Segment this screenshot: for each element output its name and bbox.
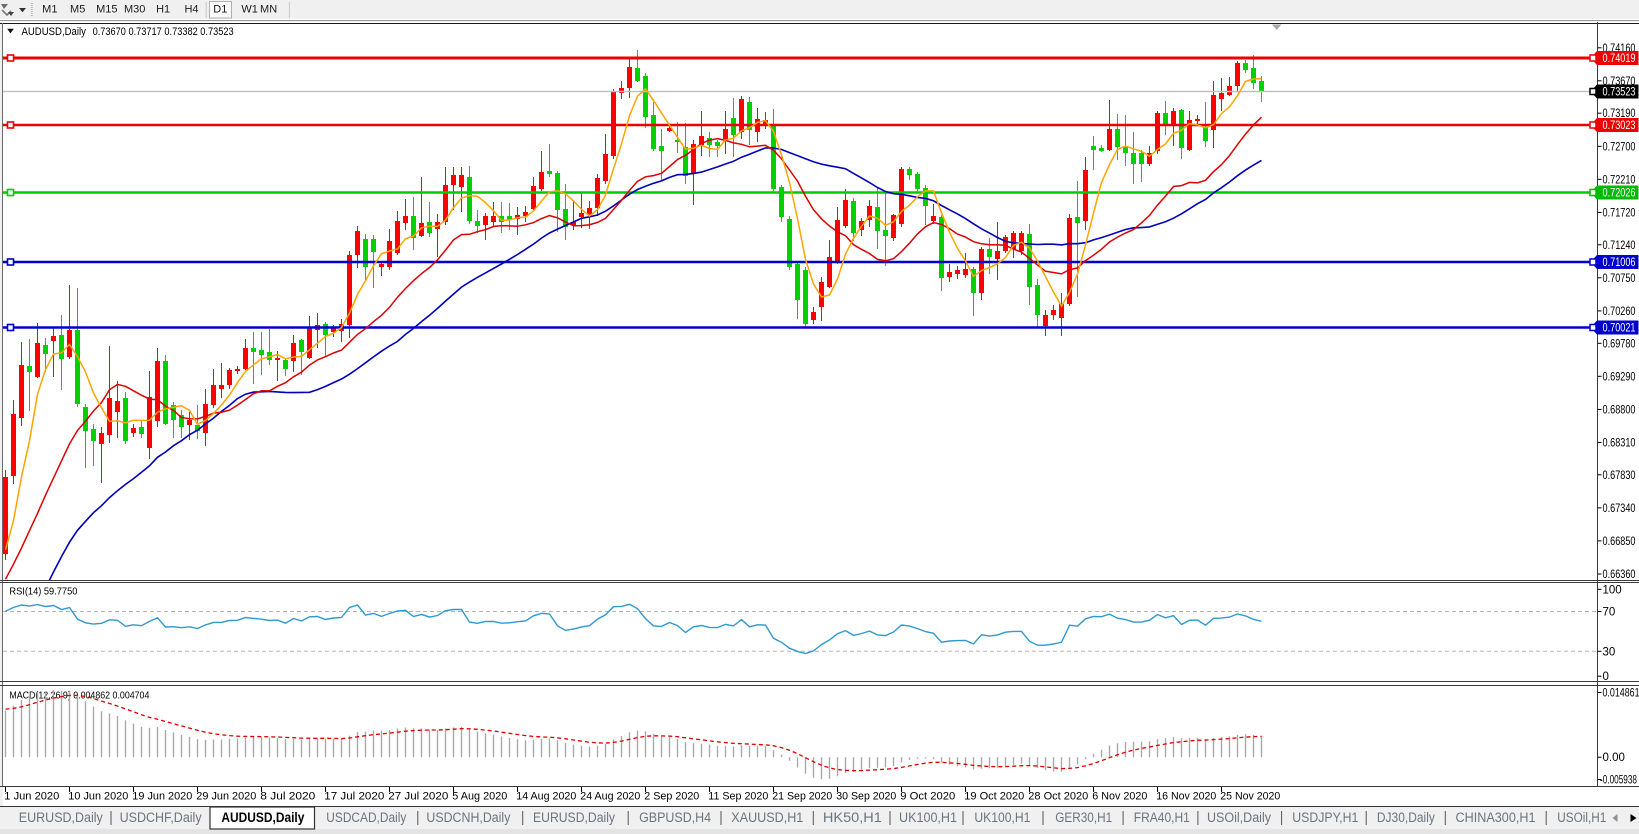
svg-text:0.66360: 0.66360 bbox=[1603, 569, 1636, 581]
svg-text:M1: M1 bbox=[42, 4, 57, 16]
svg-text:0.70021: 0.70021 bbox=[1603, 323, 1636, 335]
svg-text:HK50,H1: HK50,H1 bbox=[823, 810, 882, 825]
svg-text:14 Aug 2020: 14 Aug 2020 bbox=[516, 791, 576, 803]
svg-text:0.74019: 0.74019 bbox=[1603, 53, 1636, 65]
svg-text:19 Jun 2020: 19 Jun 2020 bbox=[132, 791, 192, 803]
svg-text:2 Sep 2020: 2 Sep 2020 bbox=[644, 791, 699, 803]
svg-text:M15: M15 bbox=[96, 4, 117, 16]
svg-text:0.72210: 0.72210 bbox=[1603, 174, 1636, 186]
svg-text:0.72700: 0.72700 bbox=[1603, 141, 1636, 153]
svg-text:USDJPY,H1: USDJPY,H1 bbox=[1292, 810, 1358, 825]
svg-text:30 Sep 2020: 30 Sep 2020 bbox=[836, 791, 896, 803]
svg-text:DJ30,Daily: DJ30,Daily bbox=[1377, 810, 1435, 825]
svg-text:0.66850: 0.66850 bbox=[1603, 536, 1636, 548]
svg-text:5 Aug 2020: 5 Aug 2020 bbox=[452, 791, 507, 803]
svg-text:100: 100 bbox=[1603, 584, 1622, 596]
svg-text:H4: H4 bbox=[184, 4, 198, 16]
svg-text:0.70260: 0.70260 bbox=[1603, 306, 1636, 318]
svg-text:MN: MN bbox=[260, 4, 277, 16]
svg-text:8 Jul 2020: 8 Jul 2020 bbox=[260, 791, 315, 803]
svg-text:0: 0 bbox=[1603, 671, 1609, 683]
svg-text:25 Nov 2020: 25 Nov 2020 bbox=[1220, 791, 1280, 803]
svg-text:11 Sep 2020: 11 Sep 2020 bbox=[708, 791, 768, 803]
svg-text:USOil,Daily: USOil,Daily bbox=[1207, 810, 1271, 825]
svg-text:0.73023: 0.73023 bbox=[1603, 120, 1636, 132]
svg-text:0.71720: 0.71720 bbox=[1603, 207, 1636, 219]
svg-text:0.00: 0.00 bbox=[1603, 752, 1625, 764]
svg-text:H1: H1 bbox=[156, 4, 170, 16]
svg-text:16 Nov 2020: 16 Nov 2020 bbox=[1156, 791, 1216, 803]
svg-text:0.67830: 0.67830 bbox=[1603, 470, 1636, 482]
svg-text:0.72026: 0.72026 bbox=[1603, 188, 1636, 200]
svg-text:0.68800: 0.68800 bbox=[1603, 404, 1636, 416]
svg-text:0.69290: 0.69290 bbox=[1603, 371, 1636, 383]
svg-text:19 Oct 2020: 19 Oct 2020 bbox=[964, 791, 1024, 803]
svg-text:30: 30 bbox=[1603, 646, 1616, 658]
svg-text:0.69780: 0.69780 bbox=[1603, 338, 1636, 350]
svg-text:USDCAD,Daily: USDCAD,Daily bbox=[326, 810, 406, 825]
svg-text:CHINA300,H1: CHINA300,H1 bbox=[1456, 810, 1536, 825]
svg-text:RSI(14) 59.7750: RSI(14) 59.7750 bbox=[9, 586, 77, 598]
svg-text:M30: M30 bbox=[124, 4, 145, 16]
svg-text:EURUSD,Daily: EURUSD,Daily bbox=[19, 810, 103, 825]
svg-text:AUDUSD,Daily: AUDUSD,Daily bbox=[22, 26, 87, 38]
svg-text:GBPUSD,H4: GBPUSD,H4 bbox=[639, 810, 711, 825]
svg-text:0.014861: 0.014861 bbox=[1603, 688, 1639, 700]
svg-text:D1: D1 bbox=[213, 4, 227, 16]
svg-text:UK100,H1: UK100,H1 bbox=[974, 810, 1030, 825]
svg-text:17 Jul 2020: 17 Jul 2020 bbox=[324, 791, 384, 803]
svg-text:MACD(12,26,9) 0.004862 0.00470: MACD(12,26,9) 0.004862 0.004704 bbox=[9, 690, 149, 702]
svg-text:21 Sep 2020: 21 Sep 2020 bbox=[772, 791, 832, 803]
svg-text:AUDUSD,Daily: AUDUSD,Daily bbox=[221, 810, 304, 825]
svg-text:70: 70 bbox=[1603, 607, 1616, 619]
svg-text:24 Aug 2020: 24 Aug 2020 bbox=[580, 791, 640, 803]
svg-text:W1: W1 bbox=[241, 4, 258, 16]
svg-text:0.67340: 0.67340 bbox=[1603, 503, 1636, 515]
svg-text:UK100,H1: UK100,H1 bbox=[899, 810, 957, 825]
svg-text:USDCNH,Daily: USDCNH,Daily bbox=[426, 810, 510, 825]
svg-text:6 Nov 2020: 6 Nov 2020 bbox=[1092, 791, 1147, 803]
svg-text:0.68310: 0.68310 bbox=[1603, 437, 1636, 449]
svg-text:27 Jul 2020: 27 Jul 2020 bbox=[388, 791, 448, 803]
svg-text:28 Oct 2020: 28 Oct 2020 bbox=[1028, 791, 1088, 803]
svg-text:FRA40,H1: FRA40,H1 bbox=[1134, 810, 1190, 825]
svg-text:0.73190: 0.73190 bbox=[1603, 108, 1636, 120]
svg-text:GER30,H1: GER30,H1 bbox=[1055, 810, 1112, 825]
svg-text:0.73523: 0.73523 bbox=[1603, 87, 1636, 99]
svg-text:M5: M5 bbox=[70, 4, 85, 16]
svg-text:USOil,H1: USOil,H1 bbox=[1557, 810, 1606, 825]
svg-text:0.73670 0.73717 0.73382 0.7352: 0.73670 0.73717 0.73382 0.73523 bbox=[93, 26, 234, 38]
svg-text:XAUUSD,H1: XAUUSD,H1 bbox=[731, 810, 803, 825]
svg-text:9 Oct 2020: 9 Oct 2020 bbox=[900, 791, 955, 803]
svg-text:0.70750: 0.70750 bbox=[1603, 273, 1636, 285]
svg-text:0.71240: 0.71240 bbox=[1603, 240, 1636, 252]
svg-text:-0.005938: -0.005938 bbox=[1600, 775, 1637, 787]
svg-text:USDCHF,Daily: USDCHF,Daily bbox=[120, 810, 202, 825]
svg-text:0.71006: 0.71006 bbox=[1603, 257, 1636, 269]
svg-text:1 Jun 2020: 1 Jun 2020 bbox=[4, 791, 59, 803]
svg-text:EURUSD,Daily: EURUSD,Daily bbox=[533, 810, 615, 825]
svg-text:10 Jun 2020: 10 Jun 2020 bbox=[68, 791, 128, 803]
svg-text:29 Jun 2020: 29 Jun 2020 bbox=[196, 791, 256, 803]
